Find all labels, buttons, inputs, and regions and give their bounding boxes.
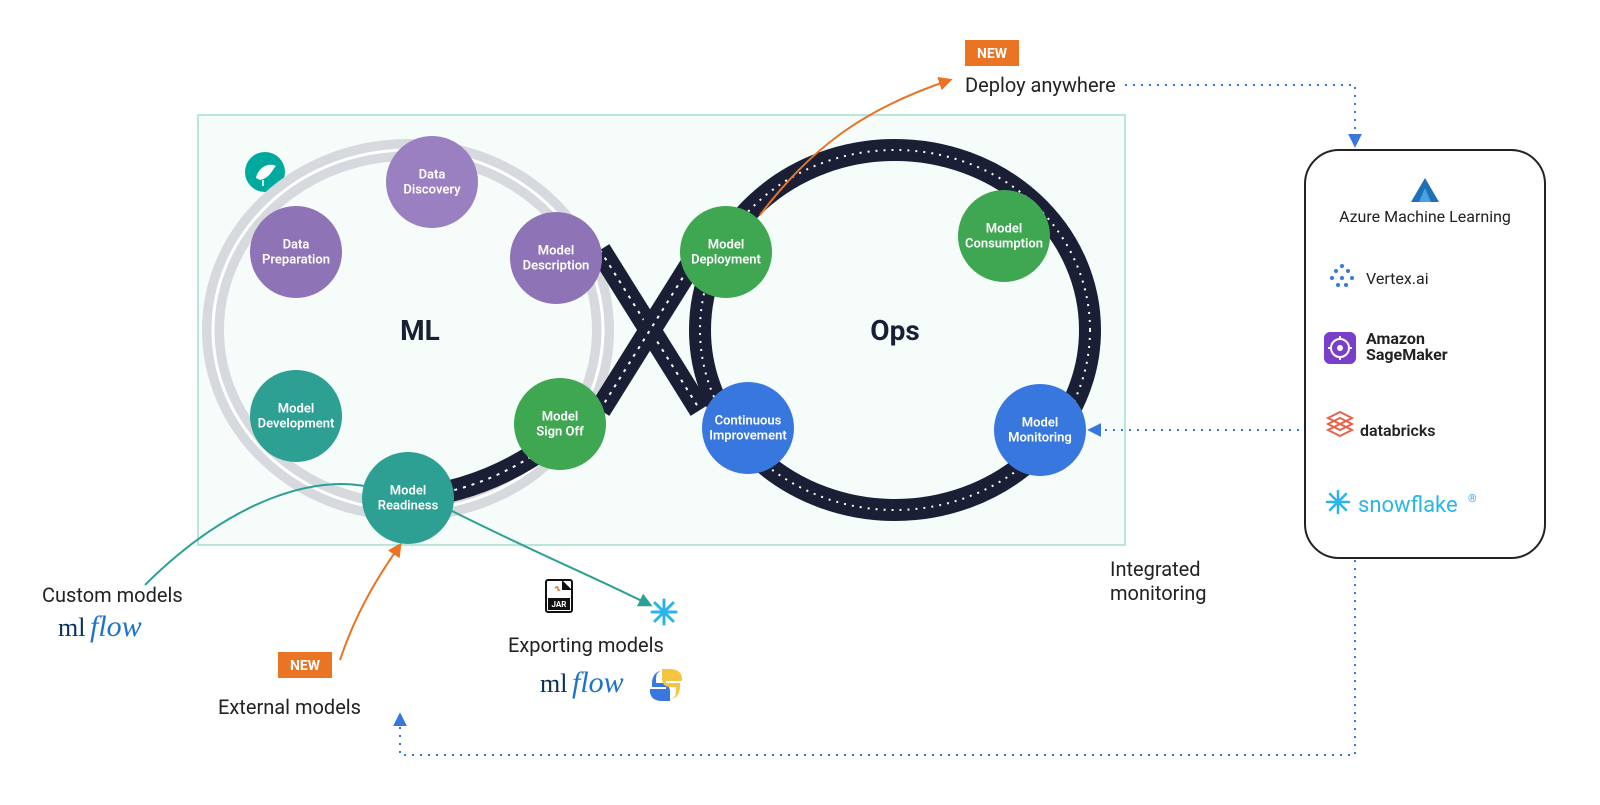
node-model-consumption-label-0: Model <box>986 222 1022 237</box>
node-model-monitoring-label-1: Monitoring <box>1008 431 1072 446</box>
integrated-monitoring-label-1: Integrated <box>1110 557 1201 581</box>
mlflow-logo-export: ml flow <box>540 666 624 699</box>
dotted-top <box>1125 85 1355 145</box>
node-data-preparation-label-1: Preparation <box>262 253 330 268</box>
snowflake-label: snowflake <box>1358 493 1458 518</box>
databricks-label: databricks <box>1360 421 1436 440</box>
svg-text:flow: flow <box>572 666 624 699</box>
node-model-sign-off: ModelSign Off <box>514 378 606 470</box>
node-model-monitoring-label-0: Model <box>1022 416 1058 431</box>
svg-text:®: ® <box>1468 492 1477 505</box>
custom-models-label: Custom models <box>42 583 183 607</box>
integrated-monitoring-label-2: monitoring <box>1110 581 1207 605</box>
node-model-description: ModelDescription <box>510 212 602 304</box>
new-badge-bottom: NEW <box>278 652 332 678</box>
azure-ml-label: Azure Machine Learning <box>1339 207 1511 226</box>
ml-label: ML <box>400 314 440 347</box>
snowflake-export-icon <box>652 600 676 624</box>
node-data-preparation-label-0: Data <box>283 238 310 253</box>
deploy-anywhere-label: Deploy anywhere <box>965 73 1116 97</box>
node-model-description-label-0: Model <box>538 244 574 259</box>
new-badge-top: NEW <box>965 40 1019 66</box>
node-model-deployment-label-1: Deployment <box>691 253 761 268</box>
node-model-description-label-1: Description <box>523 259 590 274</box>
node-model-readiness-label-0: Model <box>390 484 426 499</box>
node-model-development-label-0: Model <box>278 402 314 417</box>
node-data-preparation: DataPreparation <box>250 206 342 298</box>
dotted-bottom <box>400 560 1355 755</box>
node-model-monitoring: ModelMonitoring <box>994 384 1086 476</box>
svg-text:NEW: NEW <box>977 46 1008 62</box>
sagemaker-label-2: SageMaker <box>1366 345 1448 364</box>
node-model-consumption-label-1: Consumption <box>965 237 1043 252</box>
node-model-sign-off-label-0: Model <box>542 410 578 425</box>
svg-text:NEW: NEW <box>290 658 321 674</box>
mlflow-logo-custom: ml flow <box>58 610 142 643</box>
node-model-development: ModelDevelopment <box>250 370 342 462</box>
node-data-discovery: DataDiscovery <box>386 136 478 228</box>
jar-icon: JAR <box>546 580 572 612</box>
external-models-label: External models <box>218 695 361 719</box>
svg-text:flow: flow <box>90 610 142 643</box>
node-model-deployment: ModelDeployment <box>680 206 772 298</box>
exporting-models-label: Exporting models <box>508 633 664 657</box>
vertex-ai-label: Vertex.ai <box>1366 269 1429 288</box>
node-model-development-label-1: Development <box>258 417 335 432</box>
snowflake-logo <box>1327 491 1349 513</box>
node-data-discovery-label-0: Data <box>419 168 446 183</box>
node-model-sign-off-label-1: Sign Off <box>536 425 584 440</box>
node-model-consumption: ModelConsumption <box>958 190 1050 282</box>
python-icon <box>650 669 682 701</box>
svg-text:ml: ml <box>58 613 85 642</box>
node-continuous-improvement-label-1: Improvement <box>709 429 787 444</box>
arrow-external-models <box>340 545 400 660</box>
node-model-readiness-label-1: Readiness <box>378 499 439 514</box>
svg-text:JAR: JAR <box>552 600 567 609</box>
node-model-readiness: ModelReadiness <box>362 452 454 544</box>
node-continuous-improvement-label-0: Continuous <box>715 414 782 429</box>
sagemaker-logo <box>1324 332 1356 364</box>
node-continuous-improvement: ContinuousImprovement <box>702 382 794 474</box>
mlops-diagram: ML Ops DataPreparationDataDiscoveryModel… <box>0 0 1600 805</box>
svg-text:ml: ml <box>540 669 567 698</box>
ops-label: Ops <box>870 314 919 347</box>
node-model-deployment-label-0: Model <box>708 238 744 253</box>
node-data-discovery-label-1: Discovery <box>403 183 461 198</box>
